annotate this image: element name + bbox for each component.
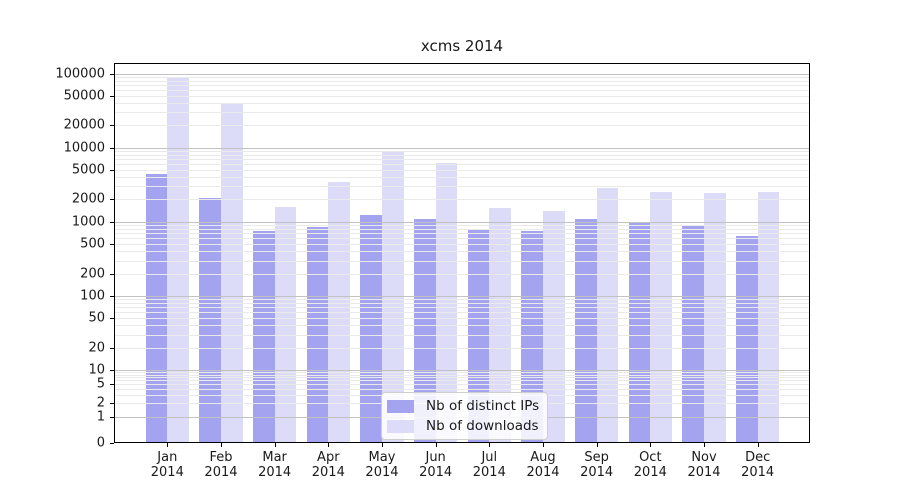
y-tick-mark — [110, 417, 114, 418]
y-tick-mark — [110, 384, 114, 386]
bar-ips-apr — [306, 227, 329, 443]
y-tick-mark — [110, 443, 114, 444]
x-tick-mark — [381, 443, 383, 447]
bar-ips-dec — [736, 235, 758, 443]
y-tick-mark — [110, 347, 114, 349]
bar-downloads-feb — [220, 103, 243, 443]
y-tick-label: 5 — [96, 376, 105, 392]
x-tick-mark — [650, 443, 652, 447]
y-tick-mark — [110, 273, 114, 275]
y-tick-label: 10000 — [63, 140, 105, 156]
x-tick-label: Jul 2014 — [472, 450, 506, 480]
x-tick-mark — [328, 443, 330, 447]
y-tick-label: 2000 — [71, 191, 105, 207]
x-tick-mark — [274, 443, 276, 447]
bar-downloads-sep — [596, 187, 619, 443]
y-tick-mark — [110, 73, 114, 75]
bar-downloads-jan — [167, 78, 189, 443]
x-tick-label: Apr 2014 — [311, 450, 345, 480]
y-tick-label: 500 — [80, 236, 105, 252]
x-tick-mark — [757, 443, 759, 447]
y-tick-mark — [110, 95, 114, 97]
bar-ips-jan — [145, 174, 168, 443]
y-tick-label: 10 — [88, 362, 105, 378]
x-tick-label: Jun 2014 — [419, 450, 453, 480]
bar-ips-nov — [682, 225, 704, 443]
legend-label: Nb of distinct IPs — [426, 398, 540, 414]
y-tick-label: 5000 — [71, 162, 105, 178]
legend-item: Nb of distinct IPs — [387, 398, 539, 414]
legend: Nb of distinct IPs Nb of downloads — [381, 392, 549, 440]
y-tick-mark — [110, 370, 114, 371]
legend-swatch-ips — [387, 399, 414, 413]
y-tick-label: 1 — [96, 409, 105, 425]
x-tick-mark — [167, 443, 169, 447]
y-tick-label: 200 — [80, 266, 105, 282]
y-tick-mark — [110, 402, 114, 404]
x-tick-label: Oct 2014 — [633, 450, 667, 480]
x-tick-label: Mar 2014 — [258, 450, 292, 480]
x-tick-mark — [489, 443, 491, 447]
y-tick-label: 100 — [80, 288, 105, 304]
y-tick-label: 50000 — [63, 88, 105, 104]
y-tick-label: 1000 — [71, 214, 105, 230]
y-tick-label: 0 — [96, 435, 105, 451]
legend-swatch-downloads — [387, 419, 414, 433]
x-tick-label: Feb 2014 — [204, 450, 238, 480]
x-tick-label: May 2014 — [365, 450, 399, 480]
x-tick-label: Aug 2014 — [526, 450, 560, 480]
legend-item: Nb of downloads — [387, 418, 539, 434]
x-tick-mark — [596, 443, 598, 447]
bar-ips-jun — [414, 219, 436, 443]
x-tick-mark — [704, 443, 705, 447]
y-tick-mark — [110, 295, 114, 297]
x-tick-mark — [435, 443, 437, 447]
y-tick-mark — [110, 318, 114, 320]
x-tick-mark — [542, 443, 544, 447]
y-tick-label: 20000 — [63, 117, 105, 133]
x-tick-label: Nov 2014 — [687, 450, 721, 480]
bar-ips-sep — [575, 219, 597, 443]
y-tick-mark — [110, 147, 114, 149]
bar-ips-feb — [199, 197, 221, 443]
bar-ips-aug — [521, 231, 543, 443]
y-tick-mark — [110, 221, 114, 223]
x-tick-label: Sep 2014 — [580, 450, 614, 480]
chart-title: xcms 2014 — [420, 37, 504, 55]
bar-downloads-oct — [650, 191, 672, 443]
x-tick-label: Jan 2014 — [150, 450, 184, 480]
bar-ips-oct — [628, 223, 651, 443]
y-tick-label: 100000 — [55, 66, 105, 82]
bar-downloads-nov — [704, 192, 726, 443]
bar-downloads-dec — [757, 191, 780, 443]
bar-ips-may — [360, 215, 382, 443]
bar-ips-mar — [253, 230, 275, 443]
bars-layer — [114, 63, 810, 443]
y-tick-label: 2 — [96, 395, 105, 411]
y-tick-label: 50 — [88, 310, 105, 326]
y-tick-mark — [110, 199, 114, 201]
x-tick-label: Dec 2014 — [741, 450, 775, 480]
y-tick-mark — [110, 125, 114, 127]
plot-area — [114, 63, 810, 443]
y-tick-mark — [110, 170, 114, 171]
y-tick-label: 20 — [88, 340, 105, 356]
y-tick-mark — [110, 244, 114, 246]
bar-downloads-apr — [328, 182, 350, 443]
legend-label: Nb of downloads — [426, 418, 539, 434]
bar-downloads-mar — [274, 206, 297, 443]
x-tick-mark — [220, 443, 222, 447]
